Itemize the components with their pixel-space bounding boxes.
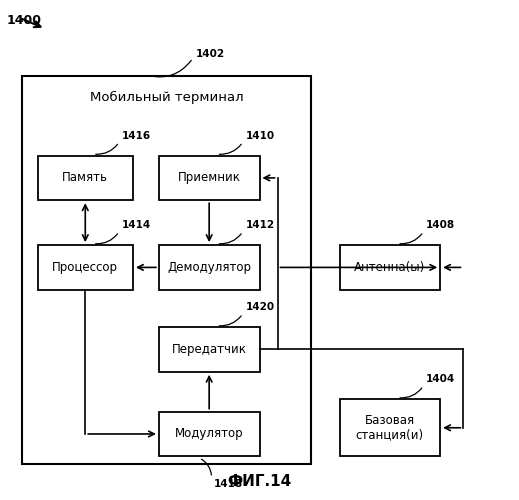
Text: 1410: 1410 — [245, 130, 275, 140]
Bar — [339, 399, 440, 456]
Text: 1412: 1412 — [245, 220, 275, 230]
Text: ФИГ.14: ФИГ.14 — [227, 474, 292, 488]
Text: 1400: 1400 — [7, 14, 42, 27]
Bar — [37, 156, 133, 200]
Text: Демодулятор: Демодулятор — [167, 261, 251, 274]
Bar — [37, 245, 133, 290]
Bar — [159, 412, 260, 457]
Text: Базовая
станция(и): Базовая станция(и) — [356, 414, 424, 442]
Text: Мобильный терминал: Мобильный терминал — [90, 91, 243, 104]
Bar — [159, 245, 260, 290]
Bar — [159, 156, 260, 200]
Text: 1414: 1414 — [122, 220, 151, 230]
Text: Процессор: Процессор — [52, 261, 118, 274]
Text: 1404: 1404 — [426, 374, 455, 384]
Text: Приемник: Приемник — [177, 172, 241, 184]
Text: Антенна(ы): Антенна(ы) — [354, 261, 426, 274]
Text: 1408: 1408 — [426, 220, 455, 230]
Text: 1420: 1420 — [245, 302, 275, 312]
Text: Память: Память — [62, 172, 108, 184]
Text: 1402: 1402 — [196, 48, 225, 58]
Text: Передатчик: Передатчик — [172, 343, 247, 356]
Text: 1418: 1418 — [214, 478, 243, 488]
Bar — [22, 76, 311, 464]
Text: Модулятор: Модулятор — [175, 428, 243, 440]
Text: 1416: 1416 — [122, 130, 151, 140]
Bar — [159, 327, 260, 372]
Bar — [339, 245, 440, 290]
